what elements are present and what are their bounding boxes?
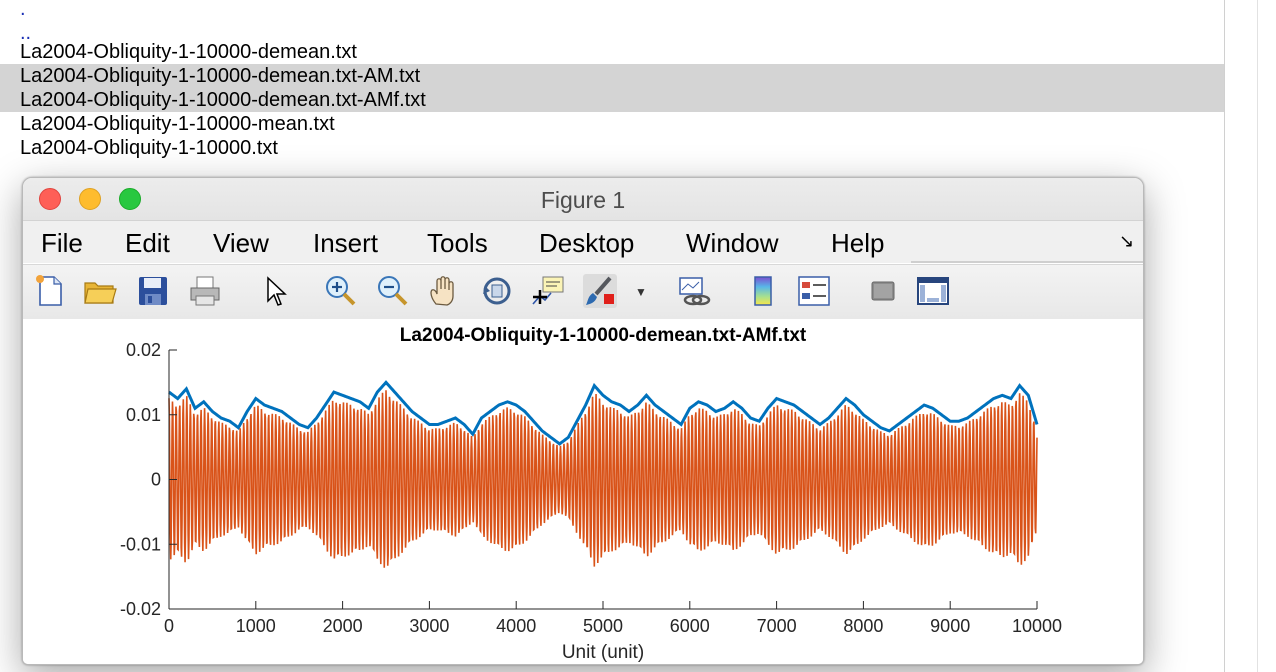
axes-area: 0 1000 2000 3000 4000 5000 6000 7000 8000 9000 100… xyxy=(23,319,1143,664)
file-list-item[interactable]: La2004-Obliquity-1-10000-mean.txt xyxy=(20,113,335,135)
y-tick-label: 0 xyxy=(151,470,161,490)
file-list-item[interactable]: .. xyxy=(20,22,32,44)
menu-file[interactable]: File xyxy=(41,228,83,258)
menu-desktop[interactable]: Desktop xyxy=(539,228,635,258)
show-plot-tools-icon[interactable] xyxy=(916,274,950,308)
x-tick-label: 8000 xyxy=(843,616,883,636)
rotate-3d-icon[interactable] xyxy=(480,274,514,308)
menu-bar: File Edit View Insert Tools Desktop Wind… xyxy=(23,221,1143,263)
chart[interactable]: 0 1000 2000 3000 4000 5000 6000 7000 8000 9000 100… xyxy=(23,319,1143,664)
envelope-series-line xyxy=(168,380,1039,446)
open-folder-icon[interactable] xyxy=(83,274,117,308)
menu-insert[interactable]: Insert xyxy=(313,228,379,258)
file-list-item[interactable]: La2004-Obliquity-1-10000-demean.txt-AMf.… xyxy=(0,88,1224,112)
figure-toolbar: ▼ xyxy=(23,264,1143,320)
legend-icon[interactable] xyxy=(797,274,831,308)
colorbar-icon[interactable] xyxy=(746,274,780,308)
y-tick-label: -0.01 xyxy=(120,534,161,554)
x-tick-label: 7000 xyxy=(757,616,797,636)
brush-dropdown-icon[interactable]: ▼ xyxy=(635,285,647,299)
y-tick-label: 0.02 xyxy=(126,340,161,360)
menu-view[interactable]: View xyxy=(213,228,269,258)
menu-tools[interactable]: Tools xyxy=(427,228,488,258)
window-title: Figure 1 xyxy=(540,187,626,213)
x-axis-label: Unit (unit) xyxy=(562,642,644,663)
close-window-button[interactable] xyxy=(39,188,61,210)
x-tick-label: 3000 xyxy=(409,616,449,636)
x-tick-label: 10000 xyxy=(1012,616,1062,636)
data-cursor-icon[interactable] xyxy=(531,274,565,308)
x-tick-label: 4000 xyxy=(496,616,536,636)
scrollbar-track[interactable] xyxy=(1257,0,1258,672)
x-tick-label: 6000 xyxy=(670,616,710,636)
file-list-item[interactable]: . xyxy=(20,0,26,20)
maximize-window-button[interactable] xyxy=(119,188,141,210)
x-tick-label: 2000 xyxy=(323,616,363,636)
file-list-item[interactable]: La2004-Obliquity-1-10000-demean.txt-AM.t… xyxy=(0,64,1224,88)
link-plot-icon[interactable] xyxy=(677,274,711,308)
x-tick-label: 0 xyxy=(164,616,174,636)
zoom-in-icon[interactable] xyxy=(323,274,357,308)
brush-icon[interactable] xyxy=(583,274,617,308)
zoom-out-icon[interactable] xyxy=(375,274,409,308)
pan-hand-icon[interactable] xyxy=(427,274,461,308)
menu-help[interactable]: Help xyxy=(831,228,885,258)
y-tick-label: -0.02 xyxy=(120,599,161,619)
panel-border xyxy=(1224,0,1225,672)
menu-edit[interactable]: Edit xyxy=(125,228,170,258)
x-tick-label: 9000 xyxy=(930,616,970,636)
pointer-icon[interactable] xyxy=(259,274,293,308)
window-titlebar[interactable]: Figure 1 xyxy=(23,178,1143,221)
new-figure-icon[interactable] xyxy=(33,274,67,308)
dock-figure-icon[interactable]: ↘ xyxy=(1119,231,1135,251)
signal-series-line xyxy=(168,390,1038,568)
hide-plot-tools-icon[interactable] xyxy=(866,274,900,308)
menu-window[interactable]: Window xyxy=(686,228,779,258)
print-icon[interactable] xyxy=(188,274,222,308)
x-tick-label: 1000 xyxy=(236,616,276,636)
y-tick-label: 0.01 xyxy=(126,405,161,425)
minimize-window-button[interactable] xyxy=(79,188,101,210)
chart-title: La2004-Obliquity-1-10000-demean.txt-AMf.… xyxy=(400,325,807,346)
save-icon[interactable] xyxy=(136,274,170,308)
file-list-item[interactable]: La2004-Obliquity-1-10000-demean.txt xyxy=(20,41,357,63)
file-list-item[interactable]: La2004-Obliquity-1-10000.txt xyxy=(20,137,278,159)
x-tick-label: 5000 xyxy=(583,616,623,636)
figure-window: Figure 1 File Edit View Insert Tools Des… xyxy=(22,177,1144,665)
menu-divider xyxy=(911,261,1143,263)
